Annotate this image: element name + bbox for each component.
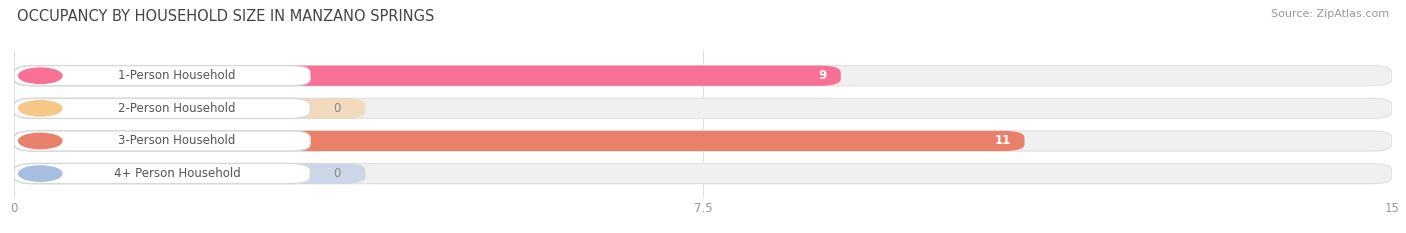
Text: 9: 9 [818, 69, 827, 82]
FancyBboxPatch shape [14, 164, 366, 184]
Circle shape [18, 166, 62, 181]
FancyBboxPatch shape [14, 66, 311, 86]
Text: 0: 0 [333, 167, 340, 180]
Text: 4+ Person Household: 4+ Person Household [114, 167, 240, 180]
Text: 2-Person Household: 2-Person Household [118, 102, 236, 115]
FancyBboxPatch shape [14, 131, 1025, 151]
FancyBboxPatch shape [14, 66, 1392, 86]
FancyBboxPatch shape [14, 131, 311, 151]
Circle shape [18, 133, 62, 149]
FancyBboxPatch shape [14, 98, 366, 118]
FancyBboxPatch shape [14, 66, 841, 86]
FancyBboxPatch shape [14, 164, 311, 184]
Text: Source: ZipAtlas.com: Source: ZipAtlas.com [1271, 9, 1389, 19]
Circle shape [18, 68, 62, 83]
Circle shape [18, 101, 62, 116]
FancyBboxPatch shape [14, 98, 1392, 118]
FancyBboxPatch shape [14, 164, 1392, 184]
FancyBboxPatch shape [14, 131, 1392, 151]
Text: 1-Person Household: 1-Person Household [118, 69, 236, 82]
Text: 0: 0 [333, 102, 340, 115]
Text: 11: 11 [994, 134, 1011, 147]
Text: OCCUPANCY BY HOUSEHOLD SIZE IN MANZANO SPRINGS: OCCUPANCY BY HOUSEHOLD SIZE IN MANZANO S… [17, 9, 434, 24]
Text: 3-Person Household: 3-Person Household [118, 134, 236, 147]
FancyBboxPatch shape [14, 98, 311, 118]
